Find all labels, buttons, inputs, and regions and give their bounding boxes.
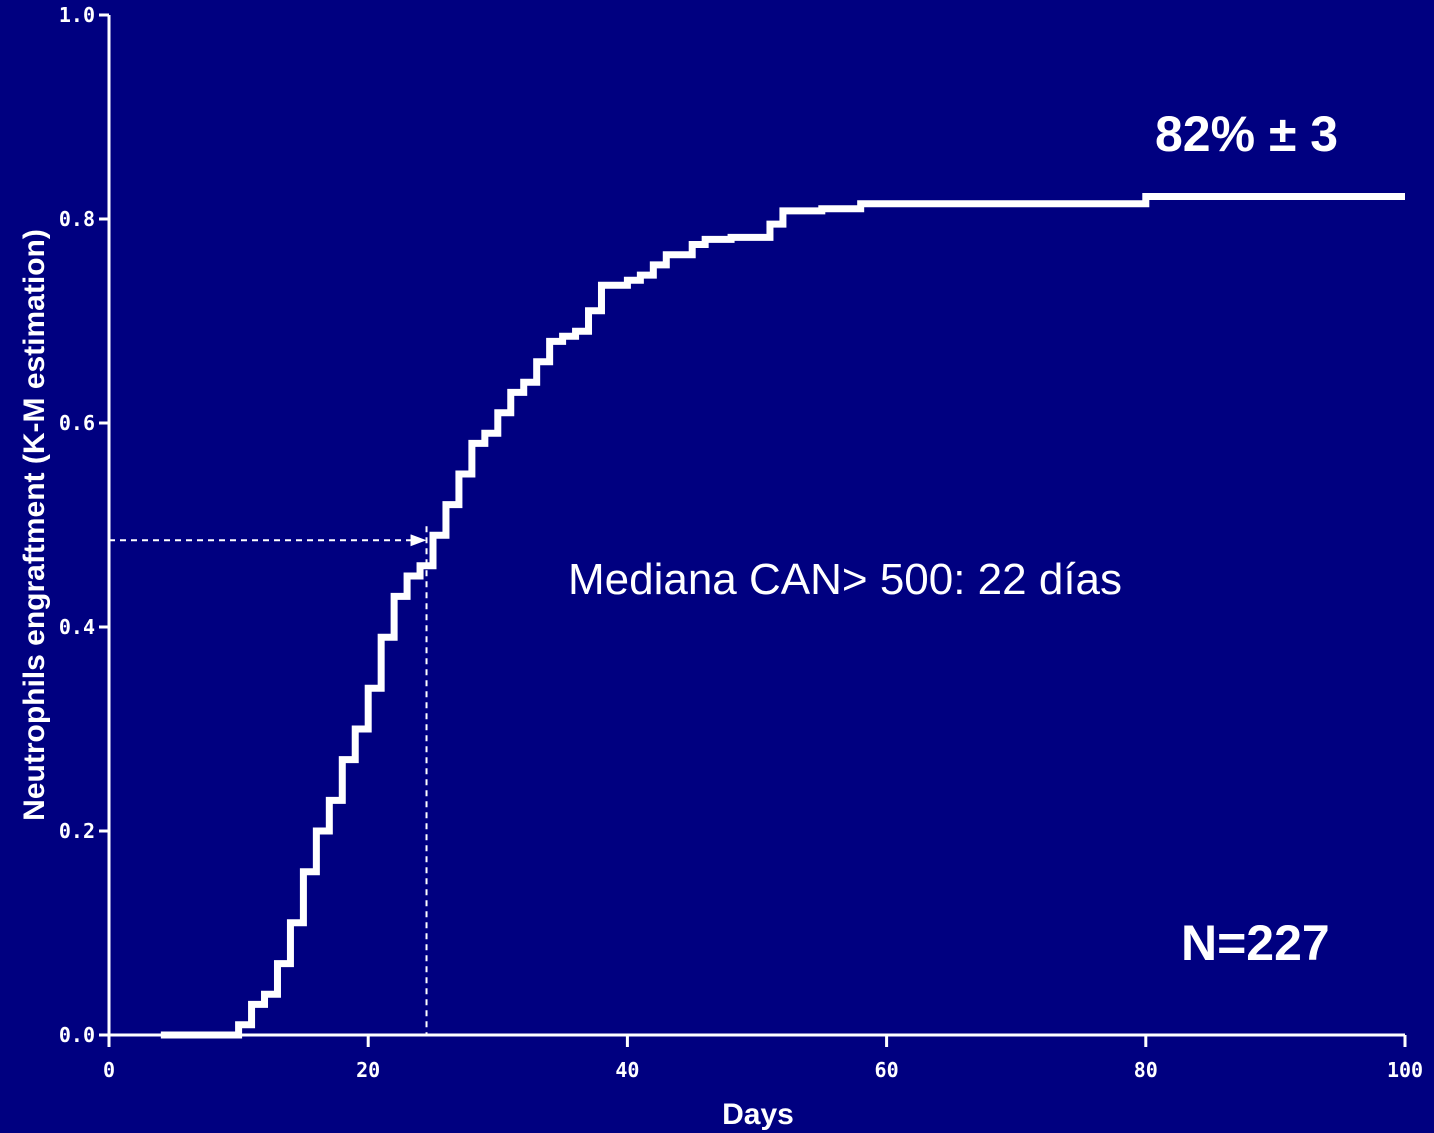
km-survival-curve (160, 193, 1405, 1039)
y-axis-title: Neutrophils engraftment (K-M estimation) (18, 229, 51, 821)
final-estimate-label: 82% ± 3 (1155, 106, 1338, 162)
x-axis-ticks: 0 20 40 60 80 100 (103, 1035, 1423, 1082)
x-tick-label: 100 (1387, 1058, 1423, 1082)
x-tick-label: 0 (103, 1058, 115, 1082)
y-tick-label: 0.6 (59, 411, 95, 435)
x-tick-label: 20 (356, 1058, 380, 1082)
y-tick-label: 0.8 (59, 207, 95, 231)
x-axis-title: Days (722, 1098, 794, 1131)
y-axis-ticks: 0.0 0.2 0.4 0.6 0.8 1.0 (59, 3, 109, 1047)
y-tick-label: 1.0 (59, 3, 95, 27)
x-tick-label: 40 (615, 1058, 639, 1082)
sample-size-label: N=227 (1181, 915, 1330, 971)
x-tick-label: 60 (875, 1058, 899, 1082)
y-tick-label: 0.4 (59, 615, 95, 639)
x-tick-label: 80 (1134, 1058, 1158, 1082)
y-tick-label: 0.0 (59, 1023, 95, 1047)
y-tick-label: 0.2 (59, 819, 95, 843)
median-label: Mediana CAN> 500: 22 días (568, 555, 1122, 604)
